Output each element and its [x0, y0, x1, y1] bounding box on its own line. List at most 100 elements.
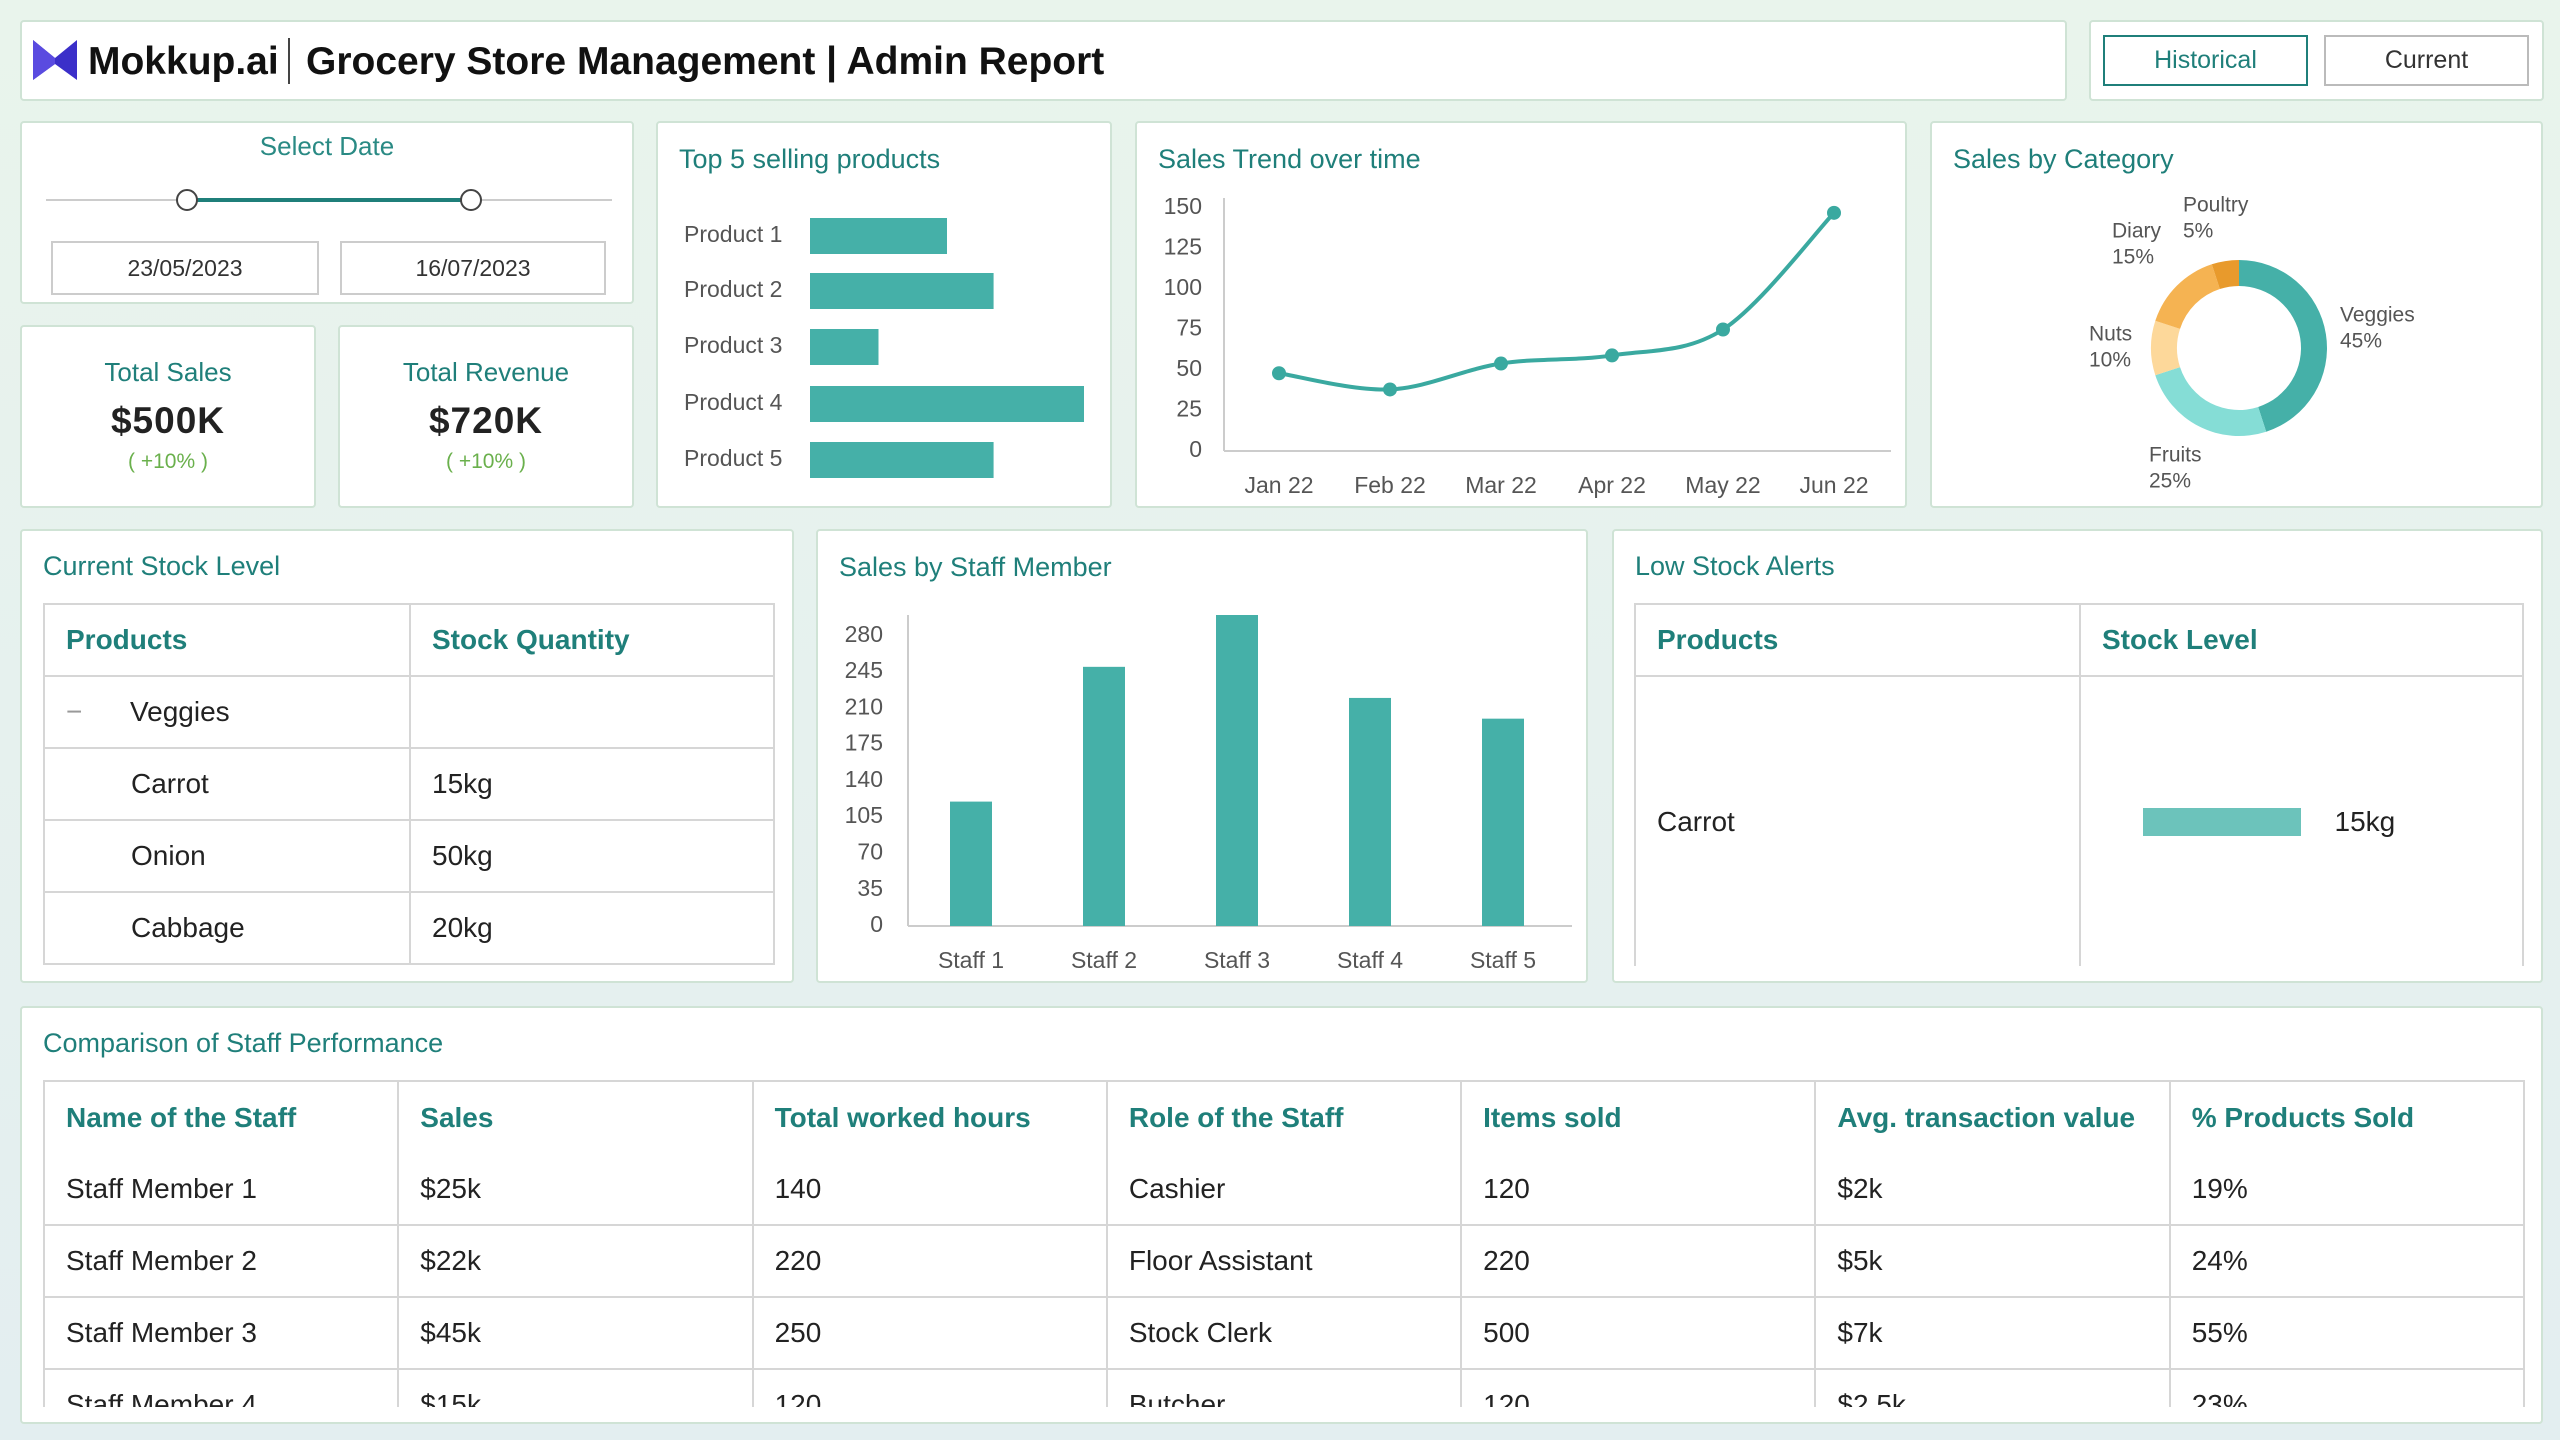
y-tick-label: 50 [1176, 355, 1202, 381]
slice-label: Poultry [2183, 194, 2249, 217]
bar [950, 801, 992, 926]
kpi-label: Total Sales [104, 357, 232, 387]
chart: Sales by Staff Member 0 35 70 105 140 175 210 24… [839, 552, 1572, 973]
cell: $5k [1814, 1224, 2171, 1298]
column-header: Role of the Staff [1105, 1080, 1463, 1153]
cell: $2.5k [1814, 1368, 2171, 1407]
kpi-change: ( +10% ) [128, 450, 208, 473]
x-tick-label: Staff 5 [1470, 947, 1536, 973]
row: Carrot 15kg [43, 747, 775, 821]
chart-title: Top 5 selling products [679, 144, 940, 174]
cell: 55% [2168, 1296, 2525, 1370]
column-header: Name of the Staff [43, 1080, 400, 1153]
cell [409, 675, 775, 749]
slice-label: Fruits [2149, 444, 2202, 467]
bar [1482, 718, 1524, 926]
cell: Cashier [1105, 1153, 1463, 1226]
y-tick-label: Product 1 [684, 221, 782, 247]
column-header: Items sold [1460, 1080, 1817, 1153]
separator [288, 38, 290, 84]
header-row: Products Stock Quantity [43, 603, 775, 677]
chart: Top 5 selling products Product 1 Product 2… [679, 144, 1084, 478]
kpi-change: ( +10% ) [446, 450, 526, 473]
cell: Carrot [43, 747, 411, 821]
stock-table: Products Stock Quantity − Veggies Carrot 15kg… [43, 603, 775, 965]
point [1827, 205, 1841, 220]
trend-line [1278, 211, 1836, 392]
cell: Staff Member 1 [43, 1153, 400, 1226]
donut-slice [2155, 367, 2267, 436]
y-tick-label: 100 [1164, 274, 1202, 300]
staff-performance-panel: Comparison of Staff Performance Name of … [20, 1006, 2543, 1424]
row: Staff Member 3 $45k 250 Stock Clerk 500 $7k 55… [43, 1296, 2525, 1370]
cell: 120 [1460, 1153, 1817, 1226]
cell: 19% [2168, 1153, 2525, 1226]
group-name: Veggies [130, 696, 230, 727]
slider-handle[interactable] [176, 189, 198, 211]
cell: Floor Assistant [1105, 1224, 1463, 1298]
y-tick-label: Product 5 [684, 445, 782, 471]
column-header: Stock Level [2079, 603, 2524, 677]
cell: 15kg [2079, 675, 2524, 966]
y-tick-label: 125 [1164, 234, 1202, 260]
bar [810, 218, 947, 254]
cell: $15k [397, 1368, 754, 1407]
y-tick-label: 0 [1189, 436, 1202, 462]
point [1383, 382, 1397, 397]
chart-panel: Top 5 selling products Product 1 Product 2… [656, 121, 1112, 508]
header-row: Name of the Staff Sales Total worked hours… [43, 1080, 2525, 1153]
panel-title: Low Stock Alerts [1635, 551, 1835, 581]
cell: Stock Clerk [1105, 1296, 1463, 1370]
x-tick-label: Apr 22 [1578, 472, 1646, 498]
chart-panel: Sales by Category Veggies 45% Fruits 25% Nuts… [1930, 121, 2543, 508]
donut-slice [2239, 260, 2327, 432]
cell: Onion [43, 819, 411, 893]
cell: Carrot [1634, 675, 2081, 966]
slice-value: 45% [2340, 330, 2382, 353]
kpi-value: $500K [110, 400, 226, 441]
cell: 500 [1460, 1296, 1817, 1370]
row: Staff Member 2 $22k 220 Floor Assistant 220 $… [43, 1224, 2525, 1298]
slice-value: 5% [2183, 220, 2213, 243]
date-slider[interactable] [22, 123, 636, 233]
panel-title: Comparison of Staff Performance [43, 1028, 444, 1058]
start-date[interactable]: 23/05/2023 [51, 241, 319, 295]
chart: Sales by Category Veggies 45% Fruits 25% Nuts… [1953, 144, 2415, 493]
cell: $25k [397, 1153, 754, 1226]
row: Staff Member 1 $25k 140 Cashier 120 $2k 19% [43, 1153, 2525, 1226]
view-toggle: Historical Current [2089, 20, 2544, 101]
stock-bar [2143, 807, 2301, 836]
cell: 120 [1460, 1368, 1817, 1407]
collapse-toggle[interactable]: − [66, 696, 83, 727]
row: Carrot 15kg [1634, 675, 2524, 966]
y-tick-label: 70 [857, 839, 883, 865]
point [1605, 348, 1619, 363]
point [1716, 322, 1730, 337]
date-filter-label: Select Date [259, 131, 395, 161]
cell: 140 [751, 1153, 1108, 1226]
point [1272, 366, 1286, 381]
current-button[interactable]: Current [2324, 35, 2529, 86]
slider-handle[interactable] [460, 189, 482, 211]
slice-value: 10% [2089, 349, 2131, 372]
slice-value: 25% [2149, 470, 2191, 493]
column-header: Stock Quantity [409, 603, 775, 677]
cell: 120 [751, 1368, 1108, 1407]
x-tick-label: Jun 22 [1799, 472, 1868, 498]
slice-label: Veggies [2340, 304, 2415, 327]
row: Onion 50kg [43, 819, 775, 893]
x-tick-label: Staff 2 [1071, 947, 1137, 973]
historical-button[interactable]: Historical [2103, 35, 2308, 86]
end-date[interactable]: 16/07/2023 [340, 241, 606, 295]
cell: 15kg [409, 747, 775, 821]
chart-panel: Sales Trend over time 0 25 50 75 100 125 150 Jan… [1135, 121, 1907, 508]
donut-slice [2211, 260, 2239, 290]
donut-slice [2151, 320, 2181, 376]
row: Staff Member 4 $15k 120 Butcher 120 $2.5k 23% [43, 1368, 2525, 1407]
bar-wrap: 15kg [2102, 806, 2522, 838]
y-tick-label: 175 [845, 730, 883, 756]
column-header: Sales [397, 1080, 754, 1153]
date-filter: Select Date 23/05/2023 16/07/2023 [20, 121, 634, 304]
kpi-value: $720K [428, 400, 544, 441]
cell: Cabbage [43, 891, 411, 965]
